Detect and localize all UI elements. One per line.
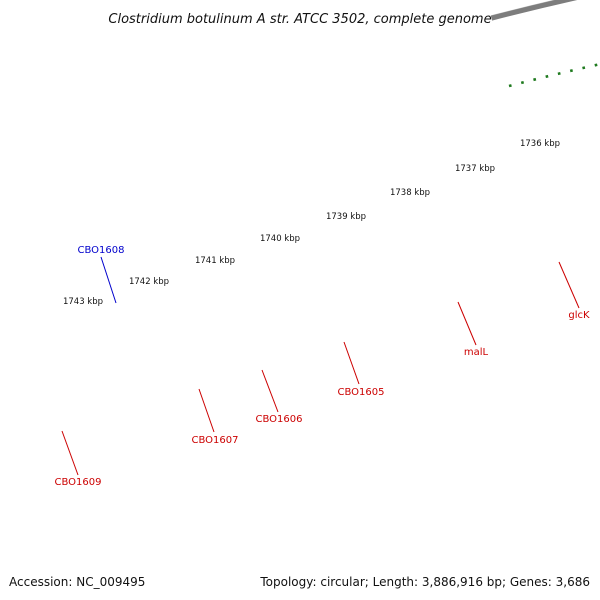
leader-line-glck (558, 261, 580, 309)
tick-label-1740: 1740 kbp (260, 234, 300, 244)
leader-line-mall (457, 301, 477, 346)
gene-label-cbo1605[interactable]: CBO1605 (338, 387, 385, 398)
leader-line-cbo1608 (100, 256, 117, 304)
tick-labels: 1736 kbp 1737 kbp 1738 kbp 1739 kbp 1740… (63, 139, 560, 307)
tick-label-1739: 1739 kbp (326, 212, 366, 222)
tick-label-1737: 1737 kbp (455, 164, 495, 174)
scale-ruler-lower (508, 62, 600, 88)
gene-label-cbo1608[interactable]: CBO1608 (78, 245, 125, 256)
tick-label-1742: 1742 kbp (129, 277, 169, 287)
gene-label-glck[interactable]: glcK (568, 310, 590, 321)
leader-line-cbo1609 (61, 430, 79, 476)
gene-labels: CBO1609 CBO1608 CBO1607 CBO1606 CBO1605 … (55, 245, 591, 488)
tick-label-1736: 1736 kbp (520, 139, 560, 149)
gene-label-cbo1606[interactable]: CBO1606 (256, 414, 303, 425)
genome-summary-text: Topology: circular; Length: 3,886,916 bp… (259, 575, 590, 589)
gene-label-cbo1607[interactable]: CBO1607 (192, 435, 239, 446)
gene-label-cbo1609[interactable]: CBO1609 (55, 477, 102, 488)
map-title: Clostridium botulinum A str. ATCC 3502, … (108, 12, 491, 27)
gene-label-mall[interactable]: malL (464, 347, 489, 358)
tick-label-1738: 1738 kbp (390, 188, 430, 198)
accession-text: Accession: NC_009495 (9, 575, 145, 589)
tick-label-1743: 1743 kbp (63, 297, 103, 307)
genome-backbone (490, 0, 578, 21)
leader-line-cbo1605 (343, 341, 360, 385)
leader-line-cbo1607 (198, 388, 215, 433)
tick-label-1741: 1741 kbp (195, 256, 235, 266)
leader-line-cbo1606 (261, 369, 279, 413)
label-leader-lines (61, 256, 580, 476)
